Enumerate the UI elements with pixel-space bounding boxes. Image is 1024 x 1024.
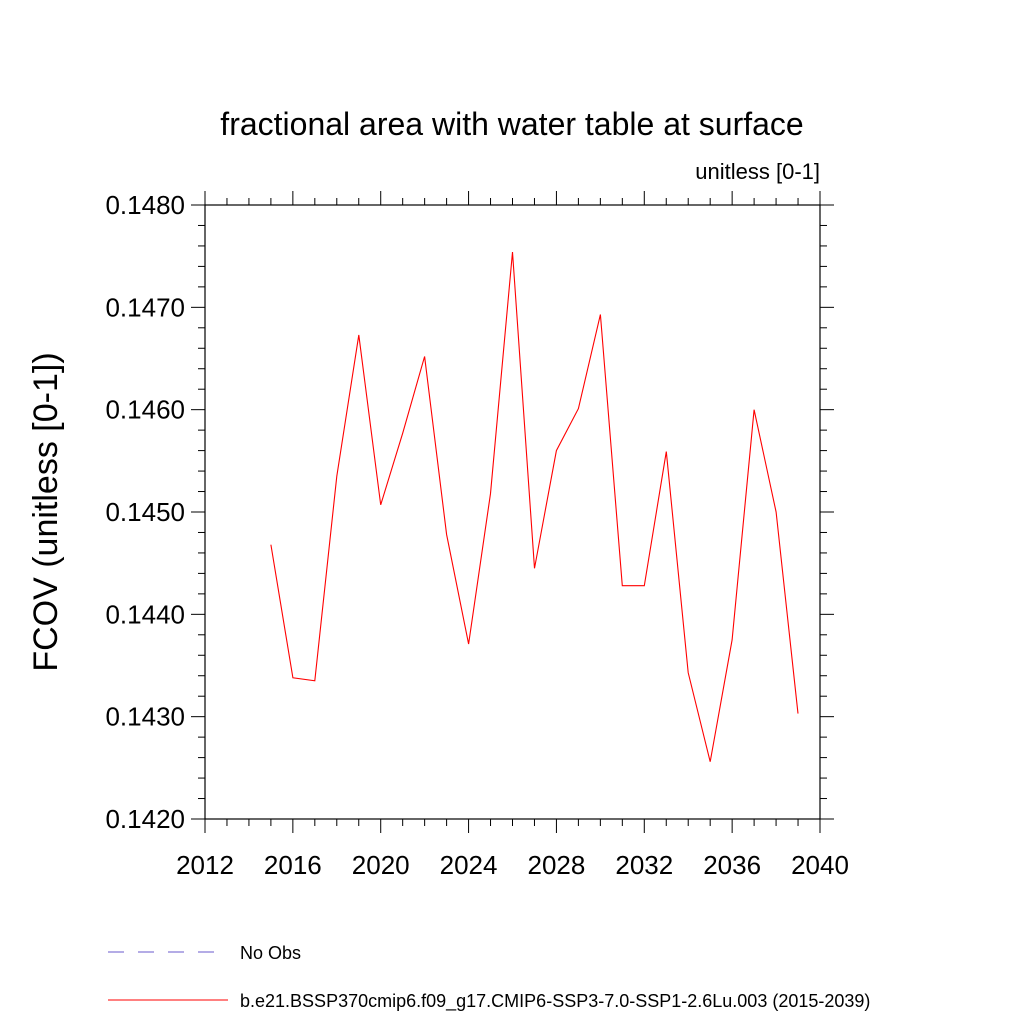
y-axis-label: FCOV (unitless [0-1])	[27, 352, 65, 671]
y-tick-label: 0.1420	[105, 804, 185, 834]
series-line-0	[270, 252, 799, 762]
plot-frame	[204, 204, 821, 820]
x-tick-label: 2036	[703, 850, 761, 880]
x-tick-label: 2024	[440, 850, 498, 880]
legend: No Obs b.e21.BSSP370cmip6.f09_g17.CMIP6-S…	[108, 943, 870, 1012]
y-tick-label: 0.1450	[105, 497, 185, 527]
y-tick-label: 0.1460	[105, 395, 185, 425]
y-tick-label: 0.1480	[105, 190, 185, 220]
x-tick-label: 2028	[528, 850, 586, 880]
x-tick-label: 2012	[176, 850, 234, 880]
series-layer	[270, 252, 799, 762]
x-tick-label: 2040	[791, 850, 849, 880]
legend-label-0: No Obs	[240, 943, 301, 963]
axes: 2012 2016 2020 2024 2028 2032 2036 2040 0.1420 0.…	[105, 190, 848, 880]
chart-subtitle: unitless [0-1]	[695, 159, 820, 184]
chart-title: fractional area with water table at surf…	[220, 106, 803, 142]
y-tick-label: 0.1440	[105, 599, 185, 629]
x-tick-label: 2016	[264, 850, 322, 880]
y-tick-label: 0.1470	[105, 292, 185, 322]
x-tick-label: 2032	[615, 850, 673, 880]
legend-label-1: b.e21.BSSP370cmip6.f09_g17.CMIP6-SSP3-7.…	[240, 991, 870, 1012]
y-tick-label: 0.1430	[105, 702, 185, 732]
x-tick-label: 2020	[352, 850, 410, 880]
